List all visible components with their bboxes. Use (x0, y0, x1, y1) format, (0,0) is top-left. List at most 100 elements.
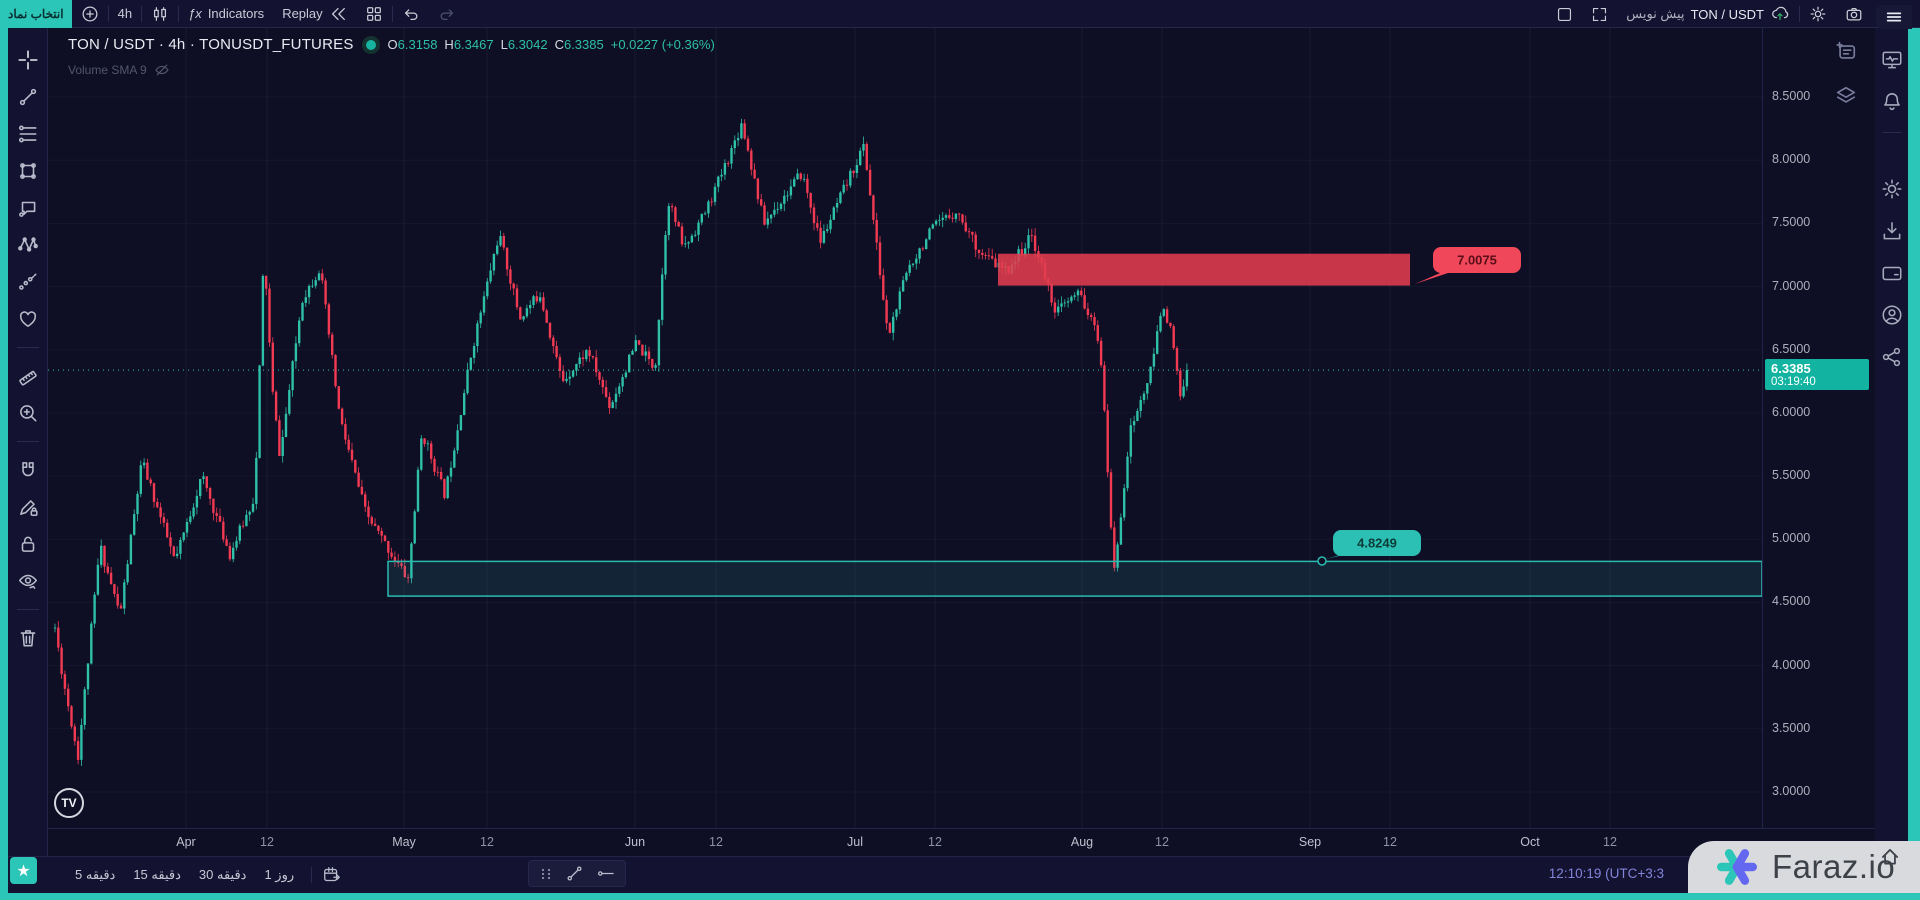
svg-text:7.0075: 7.0075 (1457, 253, 1497, 268)
settings-button[interactable] (1800, 0, 1836, 28)
timeframe-30m-button[interactable]: 30 دقیقه (198, 867, 247, 882)
toolbar-divider (16, 609, 39, 610)
price-axis[interactable]: 8.5000 8.0000 7.5000 7.0000 6.5000 6.0000 5.50… (1762, 28, 1875, 828)
toolbar-divider (16, 441, 39, 442)
replay-button[interactable]: Replay (273, 0, 355, 28)
market-status-dot[interactable] (365, 39, 376, 50)
layout-title[interactable]: پیش نویس TON / USDT (1617, 0, 1799, 28)
indicators-label: Indicators (207, 6, 265, 21)
right-sidebar (1875, 28, 1908, 893)
time-tick-label: 12 (709, 835, 723, 849)
floating-draw-toolbar (528, 860, 626, 887)
toolbar-divider (178, 5, 180, 22)
gear-icon (1809, 5, 1827, 23)
eye-slash-icon[interactable] (154, 62, 170, 78)
price-tick-label: 7.0000 (1772, 278, 1811, 293)
settings-gear-icon[interactable] (1880, 177, 1904, 201)
shapes-icon[interactable] (16, 159, 40, 183)
fullscreen-icon (1591, 6, 1608, 23)
drawing-mode-lock-icon[interactable] (16, 495, 40, 519)
low-value: 6.3042 (507, 37, 548, 52)
toolbar-divider (391, 5, 393, 22)
chart-style-button[interactable] (142, 0, 178, 28)
home-icon[interactable] (1879, 846, 1901, 868)
chart-pane[interactable] (48, 28, 1762, 828)
time-tick-label: 12 (1603, 835, 1617, 849)
trend-line-icon[interactable] (16, 85, 40, 109)
timeframe-15m-button[interactable]: 15 دقیقه (133, 867, 181, 882)
price-tick-label: 7.5000 (1772, 215, 1811, 230)
trend-line-tool-icon[interactable] (565, 864, 584, 883)
hide-all-icon[interactable] (16, 569, 40, 593)
ruler-icon[interactable] (16, 364, 40, 388)
chart-canvas[interactable]: 7.0075 4.8249 (48, 28, 1762, 828)
legend-symbol-title[interactable]: TON / USDT · 4h · TONUSDT_FUTURES (68, 36, 354, 53)
price-tick-label: 3.5000 (1772, 720, 1811, 735)
redo-button[interactable] (429, 0, 465, 28)
clock[interactable]: 12:10:19 (UTC+3:3 (1548, 866, 1664, 881)
faraz-brand-text: Faraz.io (1772, 848, 1896, 885)
draft-label: پیش نویس (1626, 6, 1685, 21)
goto-date-icon[interactable] (322, 865, 342, 885)
magnet-icon[interactable] (16, 458, 40, 482)
indicators-button[interactable]: ƒx Indicators (179, 0, 273, 28)
xabcd-pattern-icon[interactable] (16, 233, 40, 257)
change-value: +0.0227 (+0.36%) (610, 37, 715, 52)
timeframe-1d-button[interactable]: 1 روز (264, 867, 295, 882)
tradingview-logo[interactable]: TV (54, 788, 84, 818)
grid-icon (365, 5, 383, 23)
bottom-toolbar: 5 دقیقه 15 دقیقه 30 دقیقه 1 روز 12:10:19… (8, 856, 1908, 893)
time-tick-label: Aug (1070, 835, 1094, 849)
save-layout-button[interactable] (1547, 0, 1582, 28)
interval-button[interactable]: 4h (117, 6, 133, 21)
zoom-in-icon[interactable] (16, 401, 40, 425)
layout-grid-button[interactable] (356, 0, 392, 28)
cloud-upload-icon (1770, 4, 1790, 24)
time-tick-label: 12 (480, 835, 494, 849)
fib-retracement-icon[interactable] (16, 122, 40, 146)
undo-button[interactable] (393, 0, 429, 28)
last-price-badge[interactable]: 6.3385 03:19:40 (1765, 359, 1869, 391)
price-tick-label: 8.0000 (1772, 152, 1811, 167)
toolbar-divider (311, 867, 313, 883)
symbol-search-button[interactable]: انتخاب نماد (0, 0, 72, 28)
toolbar-divider (107, 5, 109, 22)
top-toolbar: انتخاب نماد 4h ƒx Indicators Replay (0, 0, 1920, 28)
time-tick-label: Oct (1520, 835, 1540, 849)
fx-icon: ƒx (188, 6, 202, 21)
time-tick-label: Jul (847, 835, 863, 849)
horizontal-ray-icon[interactable] (596, 864, 615, 883)
trash-icon[interactable] (16, 626, 40, 650)
wallet-card-icon[interactable] (1880, 261, 1904, 285)
emoji-heart-icon[interactable] (16, 307, 40, 331)
main-menu-button[interactable] (1876, 5, 1912, 29)
layers-icon[interactable] (1832, 82, 1860, 110)
download-icon[interactable] (1880, 219, 1904, 243)
faraz-brand-overlay: Faraz.io (1688, 841, 1920, 893)
object-tree-add-icon[interactable] (1832, 38, 1860, 66)
favorites-star-button[interactable]: ★ (10, 857, 37, 884)
time-axis[interactable]: Apr 12 May 12 Jun 12 Jul 12 Aug 12 Sep 12 Oct 12 (0, 828, 1875, 856)
compare-add-button[interactable] (72, 0, 108, 28)
forecast-icon[interactable] (16, 270, 40, 294)
account-icon[interactable] (1880, 303, 1904, 327)
candles-icon (151, 5, 169, 23)
snapshot-button[interactable] (1836, 0, 1872, 28)
text-callout-icon[interactable] (16, 196, 40, 220)
drag-handle-icon[interactable] (539, 867, 553, 881)
timeframe-5m-button[interactable]: 5 دقیقه (75, 867, 116, 882)
drawing-toolbar (8, 28, 48, 893)
indicator-legend[interactable]: Volume SMA 9 (68, 62, 715, 78)
frame-bottom (0, 893, 1920, 900)
crosshair-icon[interactable] (16, 48, 40, 72)
replay-label: Replay (282, 6, 323, 21)
alerts-bell-icon[interactable] (1880, 90, 1904, 114)
time-tick-label: Sep (1298, 835, 1322, 849)
faraz-logo-icon (1716, 846, 1758, 888)
price-tick-label: 5.5000 (1772, 468, 1811, 483)
share-icon[interactable] (1880, 345, 1904, 369)
watchlist-chart-icon[interactable] (1880, 48, 1904, 72)
lock-all-icon[interactable] (16, 532, 40, 556)
fullscreen-button[interactable] (1582, 0, 1617, 28)
chart-legend: TON / USDT · 4h · TONUSDT_FUTURES O6.315… (68, 36, 715, 78)
